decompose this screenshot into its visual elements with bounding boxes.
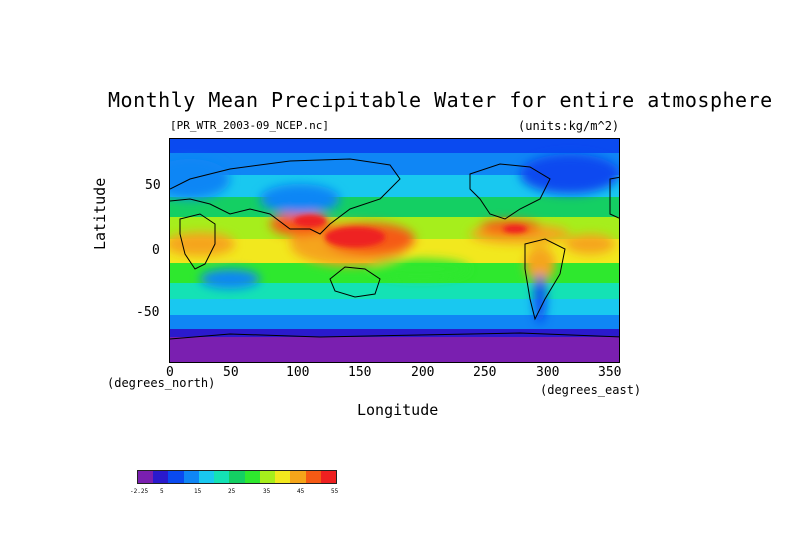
colorbar-swatch-2 bbox=[168, 471, 184, 483]
band-north-sub bbox=[170, 197, 619, 217]
x-tick-250: 250 bbox=[473, 365, 497, 380]
colorbar-swatch-6 bbox=[229, 471, 245, 483]
colorbar-label-0: -2.25 bbox=[130, 488, 149, 495]
colorbar-label-2: 15 bbox=[194, 488, 202, 495]
x-tick-50: 50 bbox=[223, 365, 239, 380]
x-tick-300: 300 bbox=[536, 365, 560, 380]
chart-title: Monthly Mean Precipitable Water for enti… bbox=[108, 88, 773, 112]
y-tick-50: 50 bbox=[145, 178, 161, 193]
colorbar-label-4: 35 bbox=[263, 488, 271, 495]
units-label: (units:kg/m^2) bbox=[518, 119, 620, 133]
band-south-high bbox=[170, 315, 619, 329]
colorbar-swatch-7 bbox=[244, 471, 260, 483]
band-north-high bbox=[170, 153, 619, 175]
band-antarctic-edge bbox=[170, 329, 619, 337]
y-axis-units: (degrees_north) bbox=[107, 376, 216, 390]
colorbar bbox=[137, 470, 337, 484]
colorbar-swatch-5 bbox=[214, 471, 230, 483]
x-axis-units: (degrees_east) bbox=[540, 383, 642, 397]
band-antarctica bbox=[170, 337, 619, 362]
colorbar-label-6: 55 bbox=[331, 488, 339, 495]
x-tick-150: 150 bbox=[348, 365, 372, 380]
colorbar-swatch-1 bbox=[153, 471, 169, 483]
field-cores bbox=[294, 215, 527, 247]
colorbar-label-3: 25 bbox=[228, 488, 236, 495]
coastlines bbox=[170, 158, 619, 340]
colorbar-swatch-12 bbox=[320, 471, 337, 483]
colorbar-swatch-11 bbox=[305, 471, 321, 483]
file-label: [PR_WTR_2003-09_NCEP.nc] bbox=[170, 119, 329, 132]
x-tick-0: 0 bbox=[166, 365, 174, 380]
colorbar-label-1: 5 bbox=[160, 488, 164, 495]
x-tick-100: 100 bbox=[286, 365, 310, 380]
x-tick-200: 200 bbox=[411, 365, 435, 380]
colorbar-swatch-8 bbox=[259, 471, 276, 483]
colorbar-swatch-3 bbox=[183, 471, 199, 483]
band-arctic bbox=[170, 139, 619, 153]
y-tick-minus-50: -50 bbox=[136, 305, 160, 320]
x-axis-label: Longitude bbox=[357, 401, 439, 419]
map-svg bbox=[170, 139, 619, 362]
colorbar-swatch-9 bbox=[275, 471, 291, 483]
band-south-sub bbox=[170, 283, 619, 299]
colorbar-label-5: 45 bbox=[297, 488, 305, 495]
y-tick-0: 0 bbox=[152, 243, 160, 258]
colorbar-swatch-0 bbox=[138, 471, 154, 483]
colorbar-swatch-4 bbox=[198, 471, 215, 483]
precipitable-water-map bbox=[169, 138, 620, 363]
band-south-mid bbox=[170, 299, 619, 315]
y-axis-label: Latitude bbox=[91, 177, 109, 250]
x-tick-350: 350 bbox=[598, 365, 622, 380]
colorbar-swatch-10 bbox=[290, 471, 306, 483]
